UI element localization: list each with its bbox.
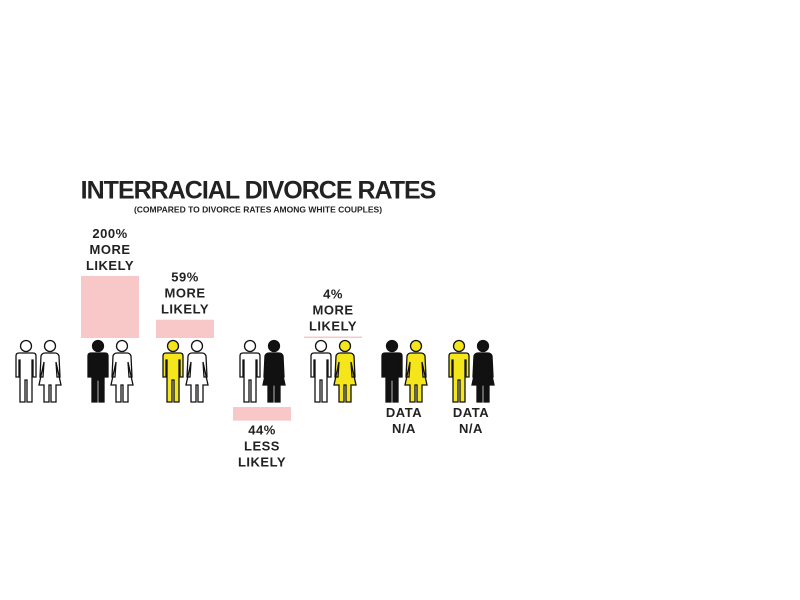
man-icon-body (381, 352, 403, 403)
value-label: 200% MORE LIKELY (86, 226, 134, 273)
woman-icon-head (115, 339, 129, 353)
woman-icon-head (338, 339, 352, 353)
bar (233, 407, 291, 421)
man-icon (15, 339, 37, 403)
man-icon-body (87, 352, 109, 403)
value-label: 44% LESS LIKELY (238, 423, 286, 470)
woman-icon (185, 339, 209, 403)
woman-icon-body (333, 352, 357, 403)
man-icon-body (162, 352, 184, 403)
man-icon-head (452, 339, 466, 353)
man-icon-head (243, 339, 257, 353)
woman-icon-body (471, 352, 495, 403)
chart-title: INTERRACIAL DIVORCE RATES (81, 177, 436, 205)
man-icon (162, 339, 184, 403)
value-label: DATA N/A (386, 405, 422, 436)
man-icon (448, 339, 470, 403)
bar (304, 336, 362, 338)
man-icon-body (239, 352, 261, 403)
woman-icon (333, 339, 357, 403)
woman-icon-head (190, 339, 204, 353)
man-icon-head (166, 339, 180, 353)
woman-icon (110, 339, 134, 403)
woman-icon-head (43, 339, 57, 353)
man-icon (381, 339, 403, 403)
woman-icon-head (409, 339, 423, 353)
man-icon-head (19, 339, 33, 353)
woman-icon-head (267, 339, 281, 353)
value-label: DATA N/A (453, 405, 489, 436)
woman-icon-body (185, 352, 209, 403)
woman-icon-body (38, 352, 62, 403)
man-icon (239, 339, 261, 403)
man-icon-body (310, 352, 332, 403)
bar (81, 276, 139, 338)
chart-subtitle: (COMPARED TO DIVORCE RATES AMONG WHITE C… (134, 204, 382, 214)
woman-icon (471, 339, 495, 403)
woman-icon-body (110, 352, 134, 403)
man-icon (310, 339, 332, 403)
man-icon-head (91, 339, 105, 353)
woman-icon-body (404, 352, 428, 403)
woman-icon (262, 339, 286, 403)
man-icon-head (314, 339, 328, 353)
bar (156, 319, 214, 338)
woman-icon-body (262, 352, 286, 403)
woman-icon (404, 339, 428, 403)
man-icon (87, 339, 109, 403)
woman-icon-head (476, 339, 490, 353)
man-icon-body (15, 352, 37, 403)
value-label: 59% MORE LIKELY (161, 270, 209, 317)
woman-icon (38, 339, 62, 403)
man-icon-head (385, 339, 399, 353)
man-icon-body (448, 352, 470, 403)
value-label: 4% MORE LIKELY (309, 287, 357, 334)
